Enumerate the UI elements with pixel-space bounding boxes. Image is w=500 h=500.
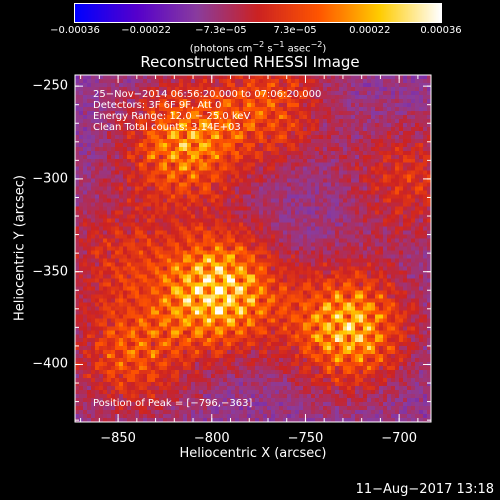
x-tick-label: −800 bbox=[193, 431, 230, 446]
annotation-peak-position: Position of Peak = [−796,−363] bbox=[93, 398, 253, 409]
annotation-total-counts: Clean Total counts: 3.14E+03 bbox=[93, 122, 241, 133]
y-tick-label: −400 bbox=[32, 356, 68, 372]
colorbar-units: (photons cm−2 s−1 asec−2) bbox=[189, 40, 327, 55]
x-tick-label: −850 bbox=[100, 431, 136, 446]
colorbar-tick-label: 7.3e−05 bbox=[273, 25, 317, 36]
x-tick-label: −700 bbox=[381, 431, 417, 446]
annotation-detectors: Detectors: 3F 6F 9F, Att 0 bbox=[93, 100, 222, 111]
colorbar-tick-label: −7.3e−05 bbox=[195, 25, 247, 36]
plot-timestamp: 11−Aug−2017 13:18 bbox=[355, 482, 494, 497]
colorbar-tick-label: 0.00022 bbox=[349, 25, 391, 36]
colorbar-tick-label: −0.00036 bbox=[50, 25, 100, 36]
y-tick-label: −250 bbox=[32, 78, 68, 94]
annotation-time-range: 25−Nov−2014 06:56:20.000 to 07:06:20.000 bbox=[93, 89, 322, 100]
y-tick-label: −350 bbox=[32, 264, 68, 280]
colorbar-tick-label: −0.00022 bbox=[121, 25, 172, 36]
colorbar-strip bbox=[74, 3, 442, 23]
y-tick-label: −300 bbox=[32, 171, 68, 187]
chart-title: Reconstructed RHESSI Image bbox=[140, 53, 360, 71]
colorbar-tick-label: 0.00036 bbox=[420, 25, 462, 36]
plot-area bbox=[75, 75, 431, 422]
colorbar-ticks: −0.00036 −0.00022 −7.3e−05 7.3e−05 0.00022 0.… bbox=[0, 0, 500, 60]
x-tick-label: −750 bbox=[287, 431, 324, 446]
plot-border bbox=[74, 74, 432, 423]
x-axis-label: Heliocentric X (arcsec) bbox=[179, 446, 327, 461]
heatmap-image bbox=[75, 75, 431, 422]
y-axis-label: Heliocentric Y (arcsec) bbox=[12, 175, 28, 321]
annotation-energy-range: Energy Range: 12.0 − 25.0 keV bbox=[93, 111, 251, 122]
